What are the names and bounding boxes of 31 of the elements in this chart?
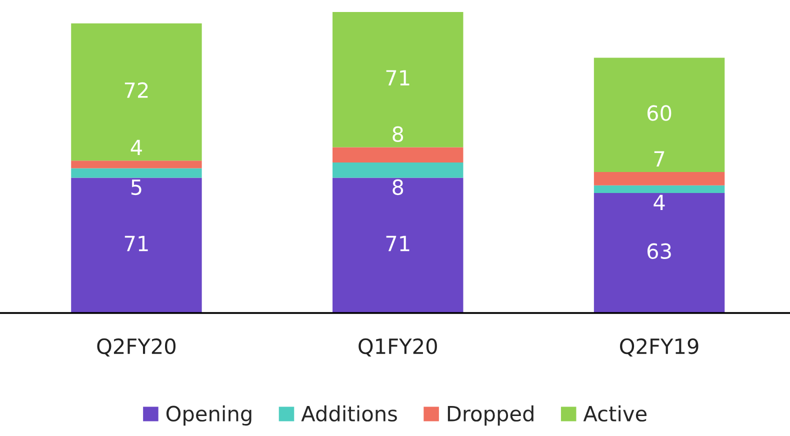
bar — [594, 58, 725, 172]
data-label: 5 — [131, 180, 142, 196]
bar — [71, 23, 202, 161]
data-label: 63 — [647, 243, 671, 260]
data-label: 8 — [392, 126, 404, 142]
bar — [332, 12, 464, 148]
bar — [594, 192, 725, 313]
legend-label: Dropped — [448, 405, 534, 426]
bar — [332, 178, 464, 313]
data-label: 7 — [654, 151, 664, 166]
bar — [71, 168, 202, 178]
legend-label: Opening — [166, 405, 252, 426]
x-tick-label: Q2FY20 — [97, 338, 176, 357]
data-label: 71 — [386, 70, 410, 86]
x-tick-label: Q2FY19 — [620, 338, 698, 357]
legend-label: Additions — [301, 405, 397, 422]
data-label: 71 — [124, 236, 148, 252]
data-label: 8 — [392, 179, 404, 196]
data-label: 4 — [654, 194, 665, 210]
data-label: 72 — [124, 82, 148, 98]
data-label: 4 — [130, 140, 142, 156]
legend-label: Active — [583, 405, 647, 422]
data-label: 71 — [386, 236, 410, 252]
data-label: 60 — [647, 105, 672, 121]
bar — [594, 185, 725, 193]
bar — [594, 172, 725, 186]
bar — [332, 162, 464, 178]
x-tick-label: Q1FY20 — [358, 338, 437, 357]
bar — [332, 147, 464, 162]
bar — [71, 178, 202, 313]
bar — [71, 160, 202, 168]
